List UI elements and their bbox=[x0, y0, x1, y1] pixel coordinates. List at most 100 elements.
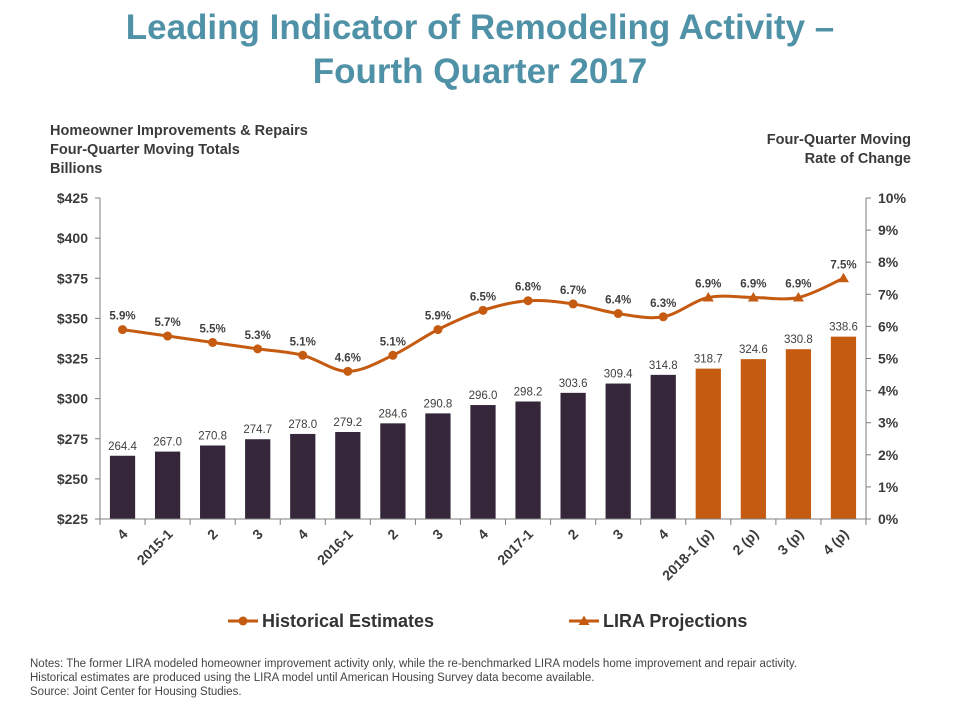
rate-label-8: 6.5% bbox=[470, 291, 496, 303]
bar-1 bbox=[154, 451, 181, 519]
bar-value-label-5: 279.2 bbox=[333, 417, 362, 429]
left-axis-title-line-2: Four-Quarter Moving Totals bbox=[50, 142, 240, 158]
x-tick-label-8: 4 bbox=[474, 526, 491, 543]
right-axis-title-line-2: Rate of Change bbox=[804, 151, 911, 167]
bar-value-label-0: 264.4 bbox=[108, 441, 137, 453]
bar-5 bbox=[335, 432, 361, 519]
bar-value-label-15: 330.8 bbox=[784, 334, 813, 346]
x-tick-label-1: 2015-1 bbox=[134, 526, 176, 568]
right-tick-label-10: 10% bbox=[878, 190, 907, 206]
left-tick-label-7: $400 bbox=[57, 230, 88, 246]
rate-marker-6 bbox=[388, 350, 398, 360]
rate-marker-9 bbox=[523, 296, 533, 306]
right-tick-label-3: 3% bbox=[878, 415, 899, 431]
rate-label-16: 7.5% bbox=[830, 259, 856, 271]
legend-item-historical: Historical Estimates bbox=[226, 608, 434, 634]
right-tick-label-1: 1% bbox=[878, 479, 899, 495]
left-tick-label-1: $250 bbox=[57, 471, 88, 487]
chart-title-line-1: Leading Indicator of Remodeling Activity… bbox=[125, 8, 835, 47]
notes: Notes: The former LIRA modeled homeowner… bbox=[30, 657, 920, 699]
bar-value-label-9: 298.2 bbox=[514, 387, 543, 399]
bar-0 bbox=[109, 455, 136, 519]
rate-label-3: 5.3% bbox=[245, 330, 271, 342]
bar-value-label-3: 274.7 bbox=[243, 424, 272, 436]
bar-3 bbox=[245, 439, 271, 519]
right-tick-label-5: 5% bbox=[878, 351, 899, 367]
bar-8 bbox=[470, 405, 496, 519]
x-tick-label-3: 3 bbox=[249, 526, 266, 543]
x-tick-label-10: 2 bbox=[564, 526, 581, 543]
rate-marker-15 bbox=[792, 292, 804, 302]
rate-label-13: 6.9% bbox=[695, 279, 721, 291]
right-tick-label-4: 4% bbox=[878, 383, 899, 399]
rate-label-7: 5.9% bbox=[425, 311, 451, 323]
rate-label-11: 6.4% bbox=[605, 295, 631, 307]
rate-label-14: 6.9% bbox=[740, 279, 766, 291]
bar-15 bbox=[785, 349, 812, 519]
x-tick-label-16: 4 (p) bbox=[819, 526, 851, 558]
bar-value-label-2: 270.8 bbox=[198, 430, 227, 442]
bar-value-label-1: 267.0 bbox=[153, 437, 182, 449]
x-tick-label-9: 2017-1 bbox=[494, 526, 536, 568]
bar-value-label-14: 324.6 bbox=[739, 344, 768, 356]
legend-circle-marker-icon bbox=[228, 616, 258, 626]
rate-label-12: 6.3% bbox=[650, 298, 676, 310]
left-tick-label-2: $275 bbox=[57, 431, 88, 447]
rate-label-0: 5.9% bbox=[109, 311, 135, 323]
rate-marker-7 bbox=[433, 325, 443, 335]
bar-10 bbox=[560, 392, 586, 519]
left-tick-label-4: $325 bbox=[57, 351, 88, 367]
bar-value-label-8: 296.0 bbox=[469, 390, 498, 402]
bar-value-label-10: 303.6 bbox=[559, 378, 588, 390]
bar-13 bbox=[695, 368, 721, 519]
x-tick-label-2: 2 bbox=[204, 526, 221, 543]
left-tick-label-3: $300 bbox=[57, 391, 88, 407]
x-tick-label-12: 4 bbox=[655, 526, 672, 543]
notes-line-2: Historical estimates are produced using … bbox=[30, 672, 595, 684]
bar-value-label-12: 314.8 bbox=[649, 360, 678, 372]
x-tick-label-14: 2 (p) bbox=[729, 526, 761, 558]
bar-9 bbox=[515, 401, 541, 519]
left-tick-label-0: $225 bbox=[57, 511, 88, 527]
legend: Historical Estimates LIRA Projections bbox=[0, 608, 960, 634]
chart-title: Leading Indicator of Remodeling Activity… bbox=[0, 6, 960, 94]
right-axis-title: Four-Quarter Moving Rate of Change bbox=[767, 131, 911, 169]
rate-marker-5 bbox=[343, 366, 353, 376]
bar-value-label-4: 278.0 bbox=[288, 419, 317, 431]
bar-value-label-6: 284.6 bbox=[378, 408, 407, 420]
rate-label-15: 6.9% bbox=[785, 279, 811, 291]
right-axis-title-line-1: Four-Quarter Moving bbox=[766, 132, 911, 148]
rate-marker-11 bbox=[613, 309, 623, 319]
left-axis-title: Homeowner Improvements & Repairs Four-Qu… bbox=[50, 122, 308, 179]
bar-2 bbox=[200, 445, 226, 519]
x-tick-label-15: 3 (p) bbox=[774, 526, 806, 558]
rate-marker-1 bbox=[163, 331, 173, 341]
right-tick-label-8: 8% bbox=[878, 254, 899, 270]
notes-line-1: Notes: The former LIRA modeled homeowner… bbox=[30, 658, 798, 670]
bar-value-label-11: 309.4 bbox=[604, 369, 633, 381]
x-tick-label-7: 3 bbox=[429, 526, 446, 543]
rate-marker-8 bbox=[478, 305, 488, 315]
bar-6 bbox=[380, 423, 406, 519]
rate-marker-16 bbox=[837, 272, 849, 283]
rate-marker-14 bbox=[747, 292, 759, 302]
rate-label-6: 5.1% bbox=[380, 336, 406, 348]
left-axis-title-line-1: Homeowner Improvements & Repairs bbox=[50, 123, 308, 139]
x-tick-label-6: 2 bbox=[384, 526, 401, 543]
bar-value-label-16: 338.6 bbox=[829, 322, 858, 334]
left-tick-label-5: $350 bbox=[57, 310, 88, 326]
x-tick-label-5: 2016-1 bbox=[314, 526, 356, 568]
rate-marker-0 bbox=[118, 325, 128, 335]
x-tick-label-0: 4 bbox=[114, 526, 131, 543]
right-tick-label-2: 2% bbox=[878, 447, 899, 463]
rate-marker-13 bbox=[702, 292, 714, 302]
right-tick-label-6: 6% bbox=[878, 318, 899, 334]
rate-label-9: 6.8% bbox=[515, 282, 541, 294]
rate-label-2: 5.5% bbox=[200, 323, 226, 335]
rate-marker-2 bbox=[208, 337, 218, 347]
rate-label-5: 4.6% bbox=[335, 352, 361, 364]
right-tick-label-9: 9% bbox=[878, 222, 899, 238]
rate-marker-10 bbox=[568, 299, 578, 309]
left-tick-label-8: $425 bbox=[57, 190, 88, 206]
rate-label-10: 6.7% bbox=[560, 285, 586, 297]
